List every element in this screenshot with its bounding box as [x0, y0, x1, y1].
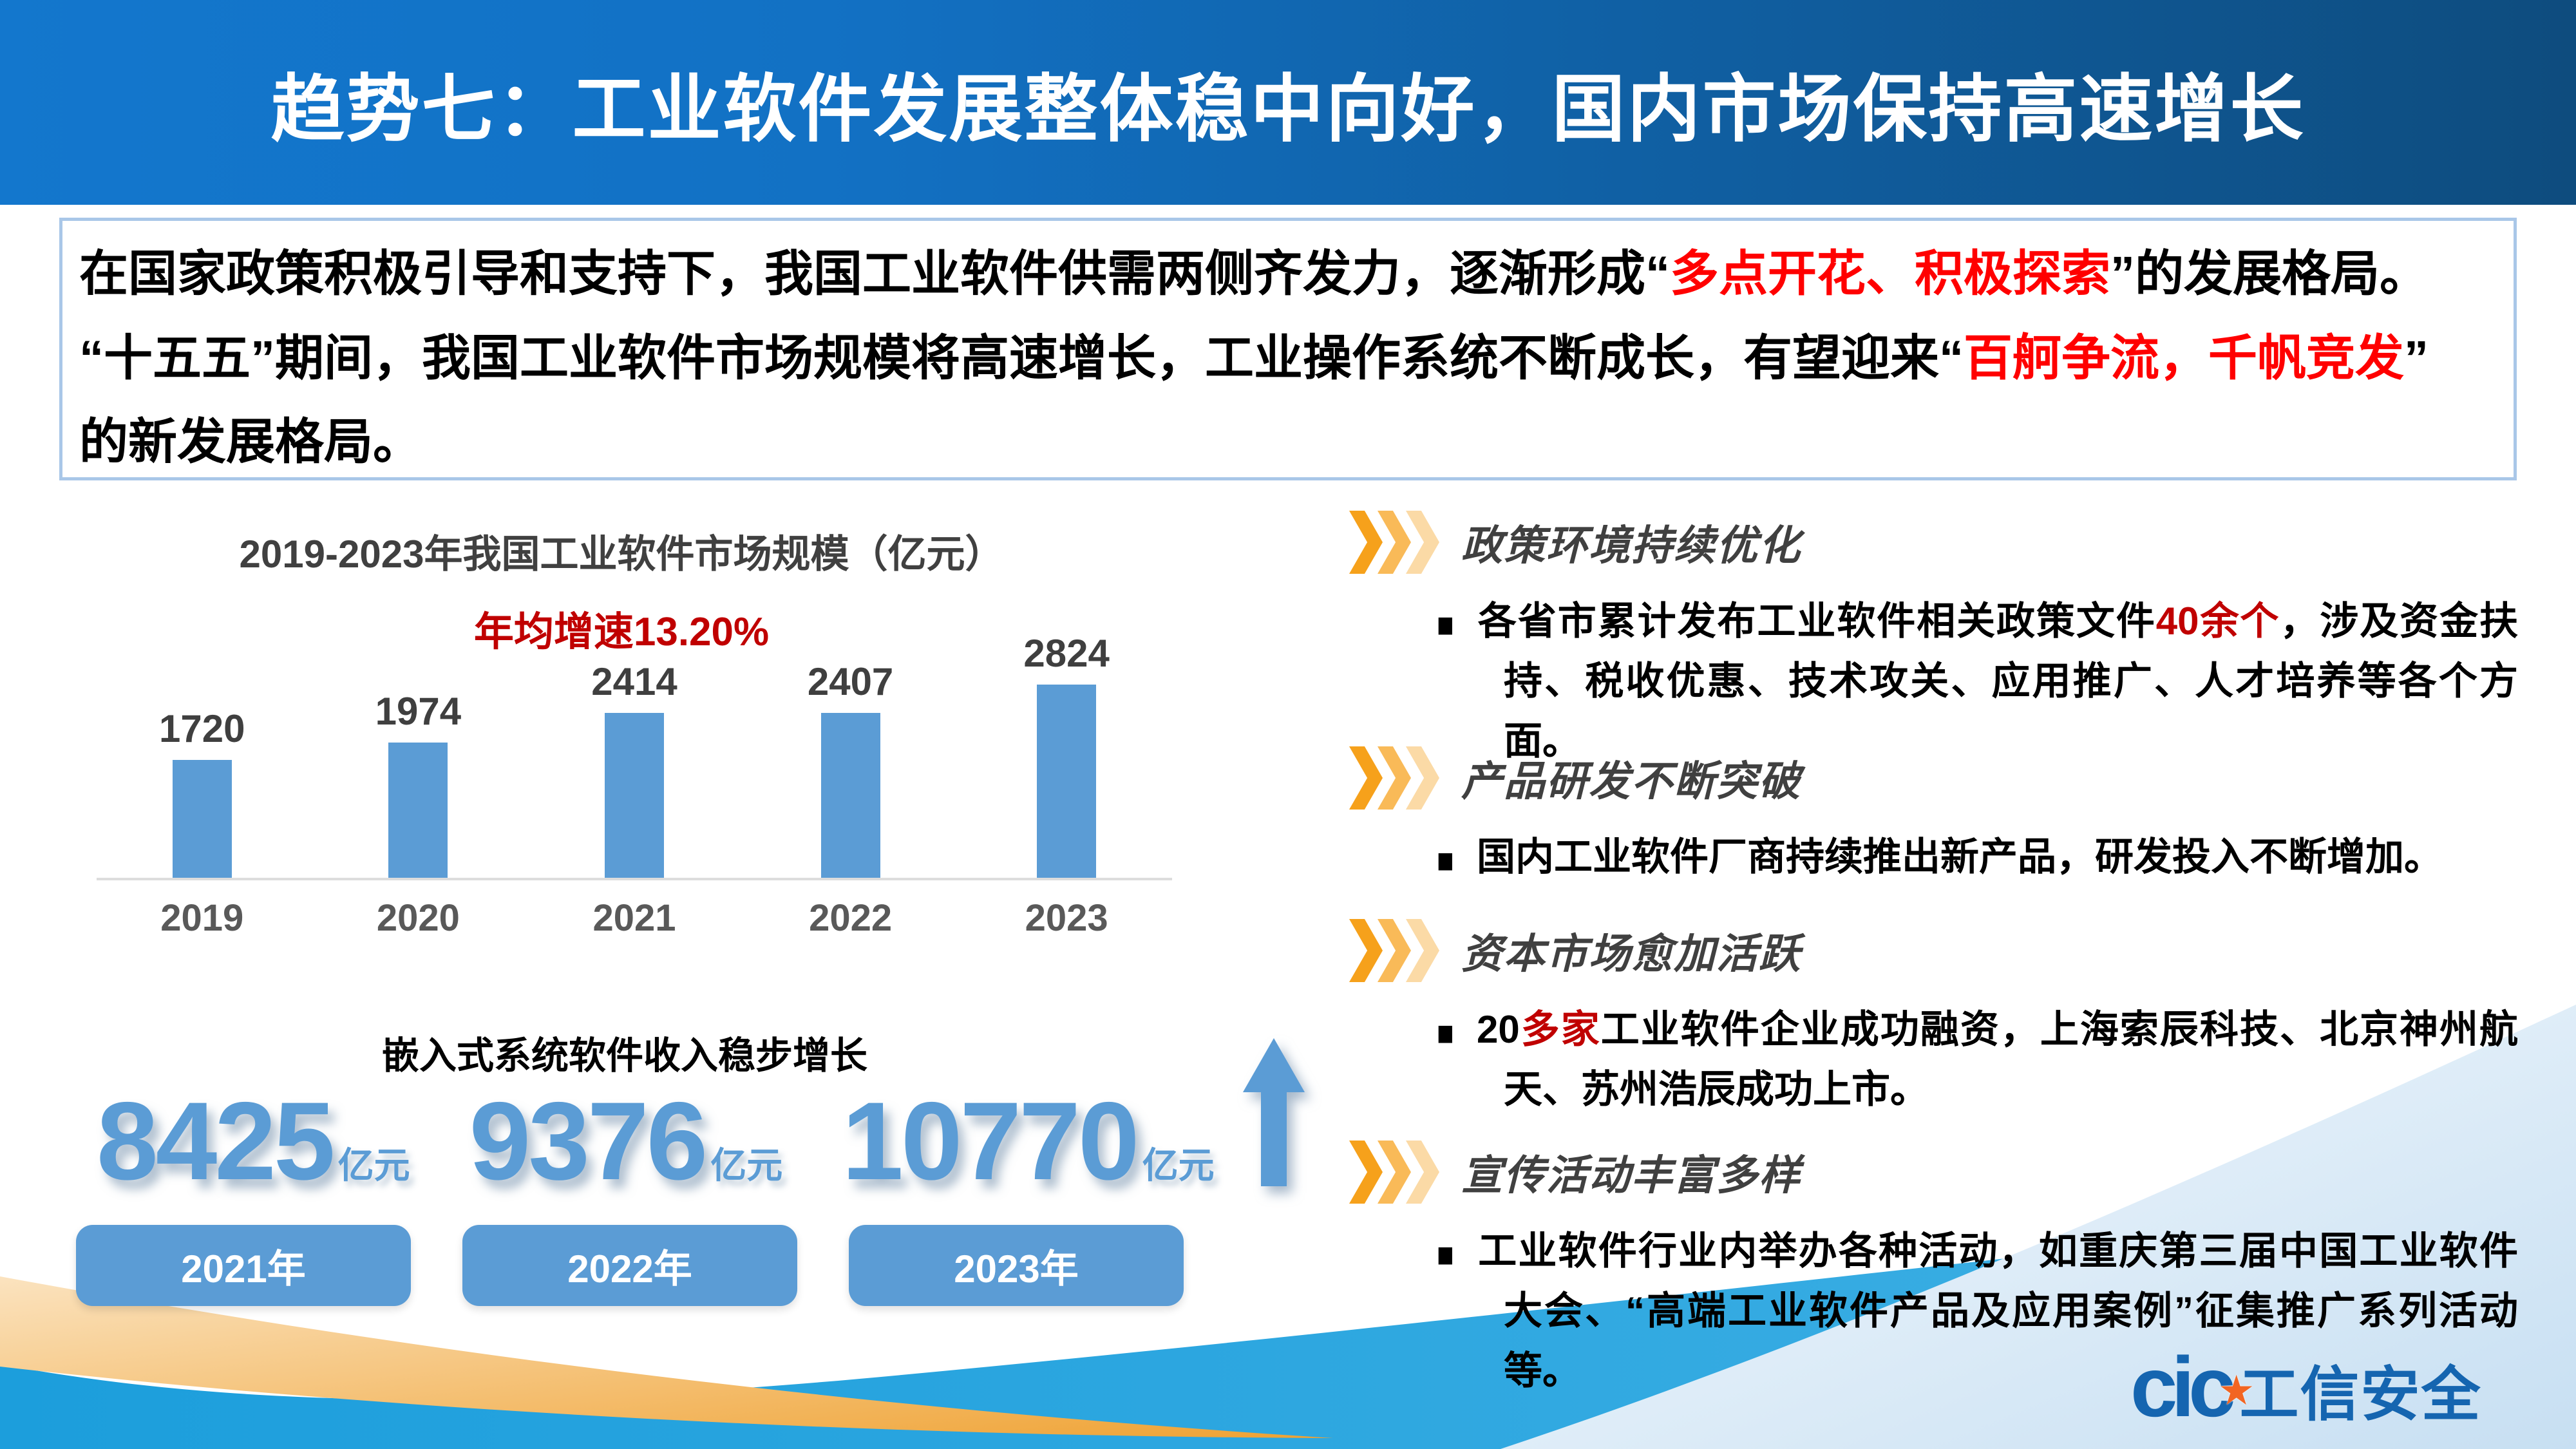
bar-2023 — [1037, 685, 1097, 878]
bullet-segment: 40余个 — [2155, 600, 2280, 643]
x-axis-tick-label: 2022 — [809, 897, 893, 939]
section-3: 资本市场愈加活跃 ■ 20多家工业软件企业成功融资，上海索辰科技、北京神州航天、苏州… — [1349, 918, 2518, 1119]
chart-x-axis-labels: 2019 2020 2021 2022 2023 — [94, 896, 1175, 940]
section-bullet: ■ 各省市累计发布工业软件相关政策文件40余个，涉及资金扶持、税收优惠、技术攻关、… — [1437, 600, 2519, 762]
year-button: 2021年 — [76, 1225, 411, 1306]
x-axis-tick-label: 2023 — [1025, 897, 1108, 939]
bullet-segment: 工业软件企业成功融资，上海索辰科技、北京神州航天、苏州浩辰成功上市。 — [1504, 1008, 2518, 1111]
chevron-icon — [1349, 746, 1383, 810]
section-title: 资本市场愈加活跃 — [1461, 931, 1801, 977]
section-bullet: ■ 国内工业软件厂商持续推出新产品，研发投入不断增加。 — [1437, 835, 2443, 880]
bar-2020 — [388, 743, 448, 878]
bar-2022 — [820, 713, 880, 878]
logo-cic-text: cic — [2130, 1340, 2235, 1434]
up-arrow-icon — [1243, 1038, 1305, 1188]
bar-2021 — [604, 713, 664, 878]
chevrons-icon — [1349, 746, 1439, 810]
section-title: 政策环境持续优化 — [1461, 522, 1801, 569]
stat-value: 10770 — [842, 1079, 1139, 1203]
chevrons-icon — [1349, 919, 1439, 982]
header-band: 趋势七：工业软件发展整体稳中向好，国内市场保持高速增长 — [0, 0, 2576, 205]
intro-segment: ”的发展格局。 — [2110, 247, 2429, 301]
bullet-segment: 国内工业软件厂商持续推出新产品，研发投入不断增加。 — [1477, 835, 2443, 878]
bar-chart: 1720 1974 2414 2407 2824 — [94, 628, 1175, 878]
bar-group: 2414 — [526, 659, 743, 878]
section-title: 宣传活动丰富多样 — [1461, 1152, 1801, 1198]
intro-segment: 百舸争流，千帆竞发 — [1964, 330, 2404, 386]
bar-value-label: 2414 — [591, 660, 677, 703]
stat-unit: 亿元 — [337, 1145, 410, 1186]
chevrons-icon — [1349, 1141, 1439, 1204]
stat-item: 9376 亿元 — [469, 1086, 783, 1197]
year-button: 2022年 — [462, 1225, 797, 1306]
stats-row: 8425 亿元 9376 亿元 10770 亿元 — [97, 1068, 1256, 1197]
bar-value-label: 2407 — [807, 660, 894, 703]
logo-star-icon: ★ — [2218, 1367, 2255, 1414]
chart-title: 2019-2023年我国工业软件市场规模（亿元） — [239, 533, 1004, 576]
section-2: 产品研发不断突破 ■ 国内工业软件厂商持续推出新产品，研发投入不断增加。 — [1349, 746, 2518, 887]
up-arrow-stem — [1261, 1092, 1287, 1186]
x-axis-tick-label: 2020 — [376, 897, 460, 939]
bar-value-label: 2824 — [1023, 632, 1110, 675]
bar-value-label: 1974 — [375, 690, 462, 733]
bullet-segment: 多家 — [1519, 1008, 1601, 1051]
x-axis-tick-label: 2019 — [160, 897, 244, 939]
year-buttons-row: 2021年 2022年 2023年 — [76, 1225, 1185, 1306]
chart-subtitle: 年均增速13.20% — [473, 610, 770, 654]
section-header: 政策环境持续优化 — [1349, 510, 2518, 574]
logo: cic ★ 工信安全 — [2130, 1345, 2482, 1430]
bar-value-label: 1720 — [159, 707, 245, 750]
stat-unit: 亿元 — [710, 1145, 783, 1186]
up-arrow-head — [1243, 1038, 1305, 1092]
stat-item: 8425 亿元 — [97, 1086, 410, 1197]
bar-group: 2407 — [743, 659, 959, 878]
chevrons-icon — [1349, 511, 1439, 574]
section-title: 产品研发不断突破 — [1461, 758, 1801, 804]
stat-unit: 亿元 — [1142, 1145, 1215, 1186]
chevron-icon — [1349, 511, 1383, 574]
section-1: 政策环境持续优化 ■ 各省市累计发布工业软件相关政策文件40余个，涉及资金扶持、税收… — [1349, 510, 2518, 771]
bar-2019 — [172, 760, 232, 878]
chevron-icon — [1349, 1141, 1383, 1204]
logo-company-name: 工信安全 — [2239, 1362, 2482, 1428]
section-bullet: ■ 20多家工业软件企业成功融资，上海索辰科技、北京神州航天、苏州浩辰成功上市。 — [1437, 1008, 2518, 1111]
stat-item: 10770 亿元 — [842, 1086, 1214, 1197]
intro-segment: ” 的新发展格局。 — [79, 330, 2429, 470]
embedded-caption: 嵌入式系统软件收入稳步增长 — [381, 1035, 867, 1077]
x-axis-tick-label: 2021 — [592, 897, 676, 939]
chart-axis-line — [97, 878, 1172, 880]
intro-segment: 多点开花、积极探索 — [1670, 247, 2110, 301]
intro-segment: “十五五”期间，我国工业软件市场规模将高速增长，工业操作系统不断成长，有望迎来“ — [79, 330, 1964, 386]
bar-group: 2824 — [958, 631, 1175, 878]
stat-value: 9376 — [469, 1079, 708, 1203]
section-header: 资本市场愈加活跃 — [1349, 918, 2518, 983]
section-header: 产品研发不断突破 — [1349, 746, 2518, 810]
bullet-segment: ，涉及资金扶持、税收优惠、技术攻关、应用推广、人才培养等各个方面。 — [1504, 600, 2519, 762]
bullet-segment: 各省市累计发布工业软件相关政策文件 — [1477, 600, 2156, 643]
bar-group: 1974 — [310, 689, 527, 878]
year-button: 2023年 — [849, 1225, 1184, 1306]
page-title: 趋势七：工业软件发展整体稳中向好，国内市场保持高速增长 — [270, 68, 2306, 151]
chevron-icon — [1349, 919, 1383, 982]
section-header: 宣传活动丰富多样 — [1349, 1140, 2518, 1204]
bullet-segment: 20 — [1477, 1008, 1520, 1051]
intro-box: 在国家政策积极引导和支持下，我国工业软件供需两侧齐发力，逐渐形成“多点开花、积极… — [59, 218, 2517, 480]
intro-segment: 在国家政策积极引导和支持下，我国工业软件供需两侧齐发力，逐渐形成“ — [79, 247, 1670, 301]
bar-group: 1720 — [94, 706, 310, 878]
stat-value: 8425 — [97, 1079, 336, 1203]
